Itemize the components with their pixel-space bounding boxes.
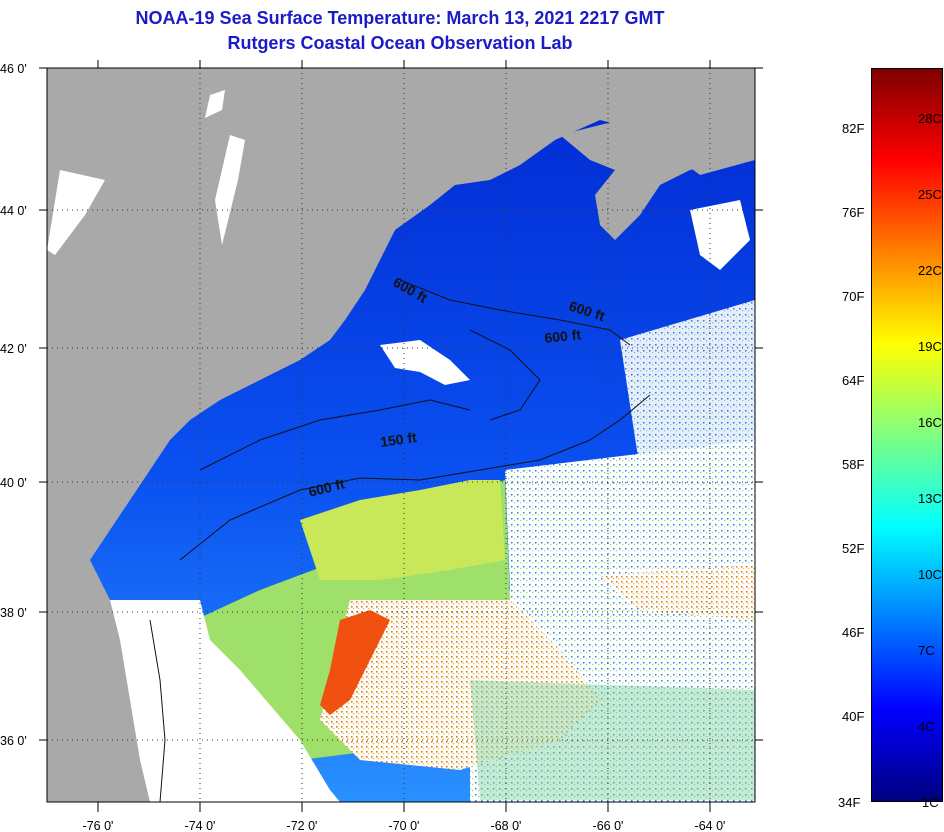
contour-georges-bank: [469, 329, 541, 421]
cb-c-19: 19C: [918, 339, 942, 354]
lon-label-72: -72 0': [287, 819, 318, 832]
lat-label-42: 42 0': [0, 342, 27, 356]
lon-label-64: -64 0': [695, 819, 726, 832]
cb-f-46: 46F: [842, 625, 865, 640]
cb-c-10: 10C: [918, 567, 942, 582]
lon-label-76: -76 0': [83, 819, 114, 832]
map-area: [47, 68, 755, 802]
cb-c-28: 28C: [918, 111, 942, 126]
cb-f-34: 34F: [838, 795, 861, 810]
temperature-colorbar: [871, 68, 943, 802]
contour-150ft: [199, 399, 471, 471]
cape-cod-cloud: [380, 340, 470, 385]
cb-c-13: 13C: [918, 491, 942, 506]
contour-600ft-gulf-maine: [399, 279, 631, 346]
inland-lake-1: [205, 90, 225, 118]
lon-label-74: -74 0': [185, 819, 216, 832]
inland-lake-2: [215, 135, 245, 245]
cloud-cover-northeast: [620, 300, 755, 470]
cb-c-4: 4C: [918, 719, 935, 734]
cb-f-76: 76F: [842, 205, 865, 220]
lat-label-36: 36 0': [0, 734, 27, 748]
cb-f-64: 64F: [842, 373, 865, 388]
gulf-stream-clouded: [320, 600, 600, 770]
cb-f-82: 82F: [842, 121, 865, 136]
contour-600ft-shelf: [179, 394, 651, 561]
cb-f-52: 52F: [842, 541, 865, 556]
gulf-stream-warm-core: [320, 610, 390, 715]
map-frame: [46, 67, 756, 803]
map-subtitle: Rutgers Coastal Ocean Observation Lab: [227, 33, 573, 53]
slope-water-yellow: [300, 480, 505, 580]
mid-atlantic-land: [47, 560, 150, 802]
lat-label-44: 44 0': [0, 204, 27, 218]
lon-label-70: -70 0': [389, 819, 420, 832]
cb-c-25: 25C: [918, 187, 942, 202]
cb-f-40: 40F: [842, 709, 865, 724]
cloud-patch-ns: [690, 200, 750, 270]
tick-marks: [39, 60, 763, 812]
lon-label-66: -66 0': [593, 819, 624, 832]
warm-patch-east: [600, 565, 755, 620]
sst-map: 46 0' 44 0' 42 0' 40 0' 38 0' 36 0' -76 …: [0, 60, 763, 832]
cb-c-1: 1C: [922, 795, 939, 810]
cb-c-22: 22C: [918, 263, 942, 278]
inland-lake-3: [47, 170, 105, 255]
contour-label-600ft-3: 600 ft: [544, 326, 582, 346]
cb-f-58: 58F: [842, 457, 865, 472]
contour-label-150ft: 150 ft: [379, 429, 418, 450]
nova-scotia-land: [560, 75, 755, 240]
cb-f-70: 70F: [842, 289, 865, 304]
cb-c-7: 7C: [918, 643, 935, 658]
cb-c-16: 16C: [918, 415, 942, 430]
lat-label-40: 40 0': [0, 476, 27, 490]
contour-shelf-south: [149, 619, 166, 802]
lon-label-68: -68 0': [491, 819, 522, 832]
graticule: [47, 68, 755, 802]
lat-label-46: 46 0': [0, 62, 27, 76]
lat-label-38: 38 0': [0, 606, 27, 620]
map-title: NOAA-19 Sea Surface Temperature: March 1…: [135, 8, 665, 28]
